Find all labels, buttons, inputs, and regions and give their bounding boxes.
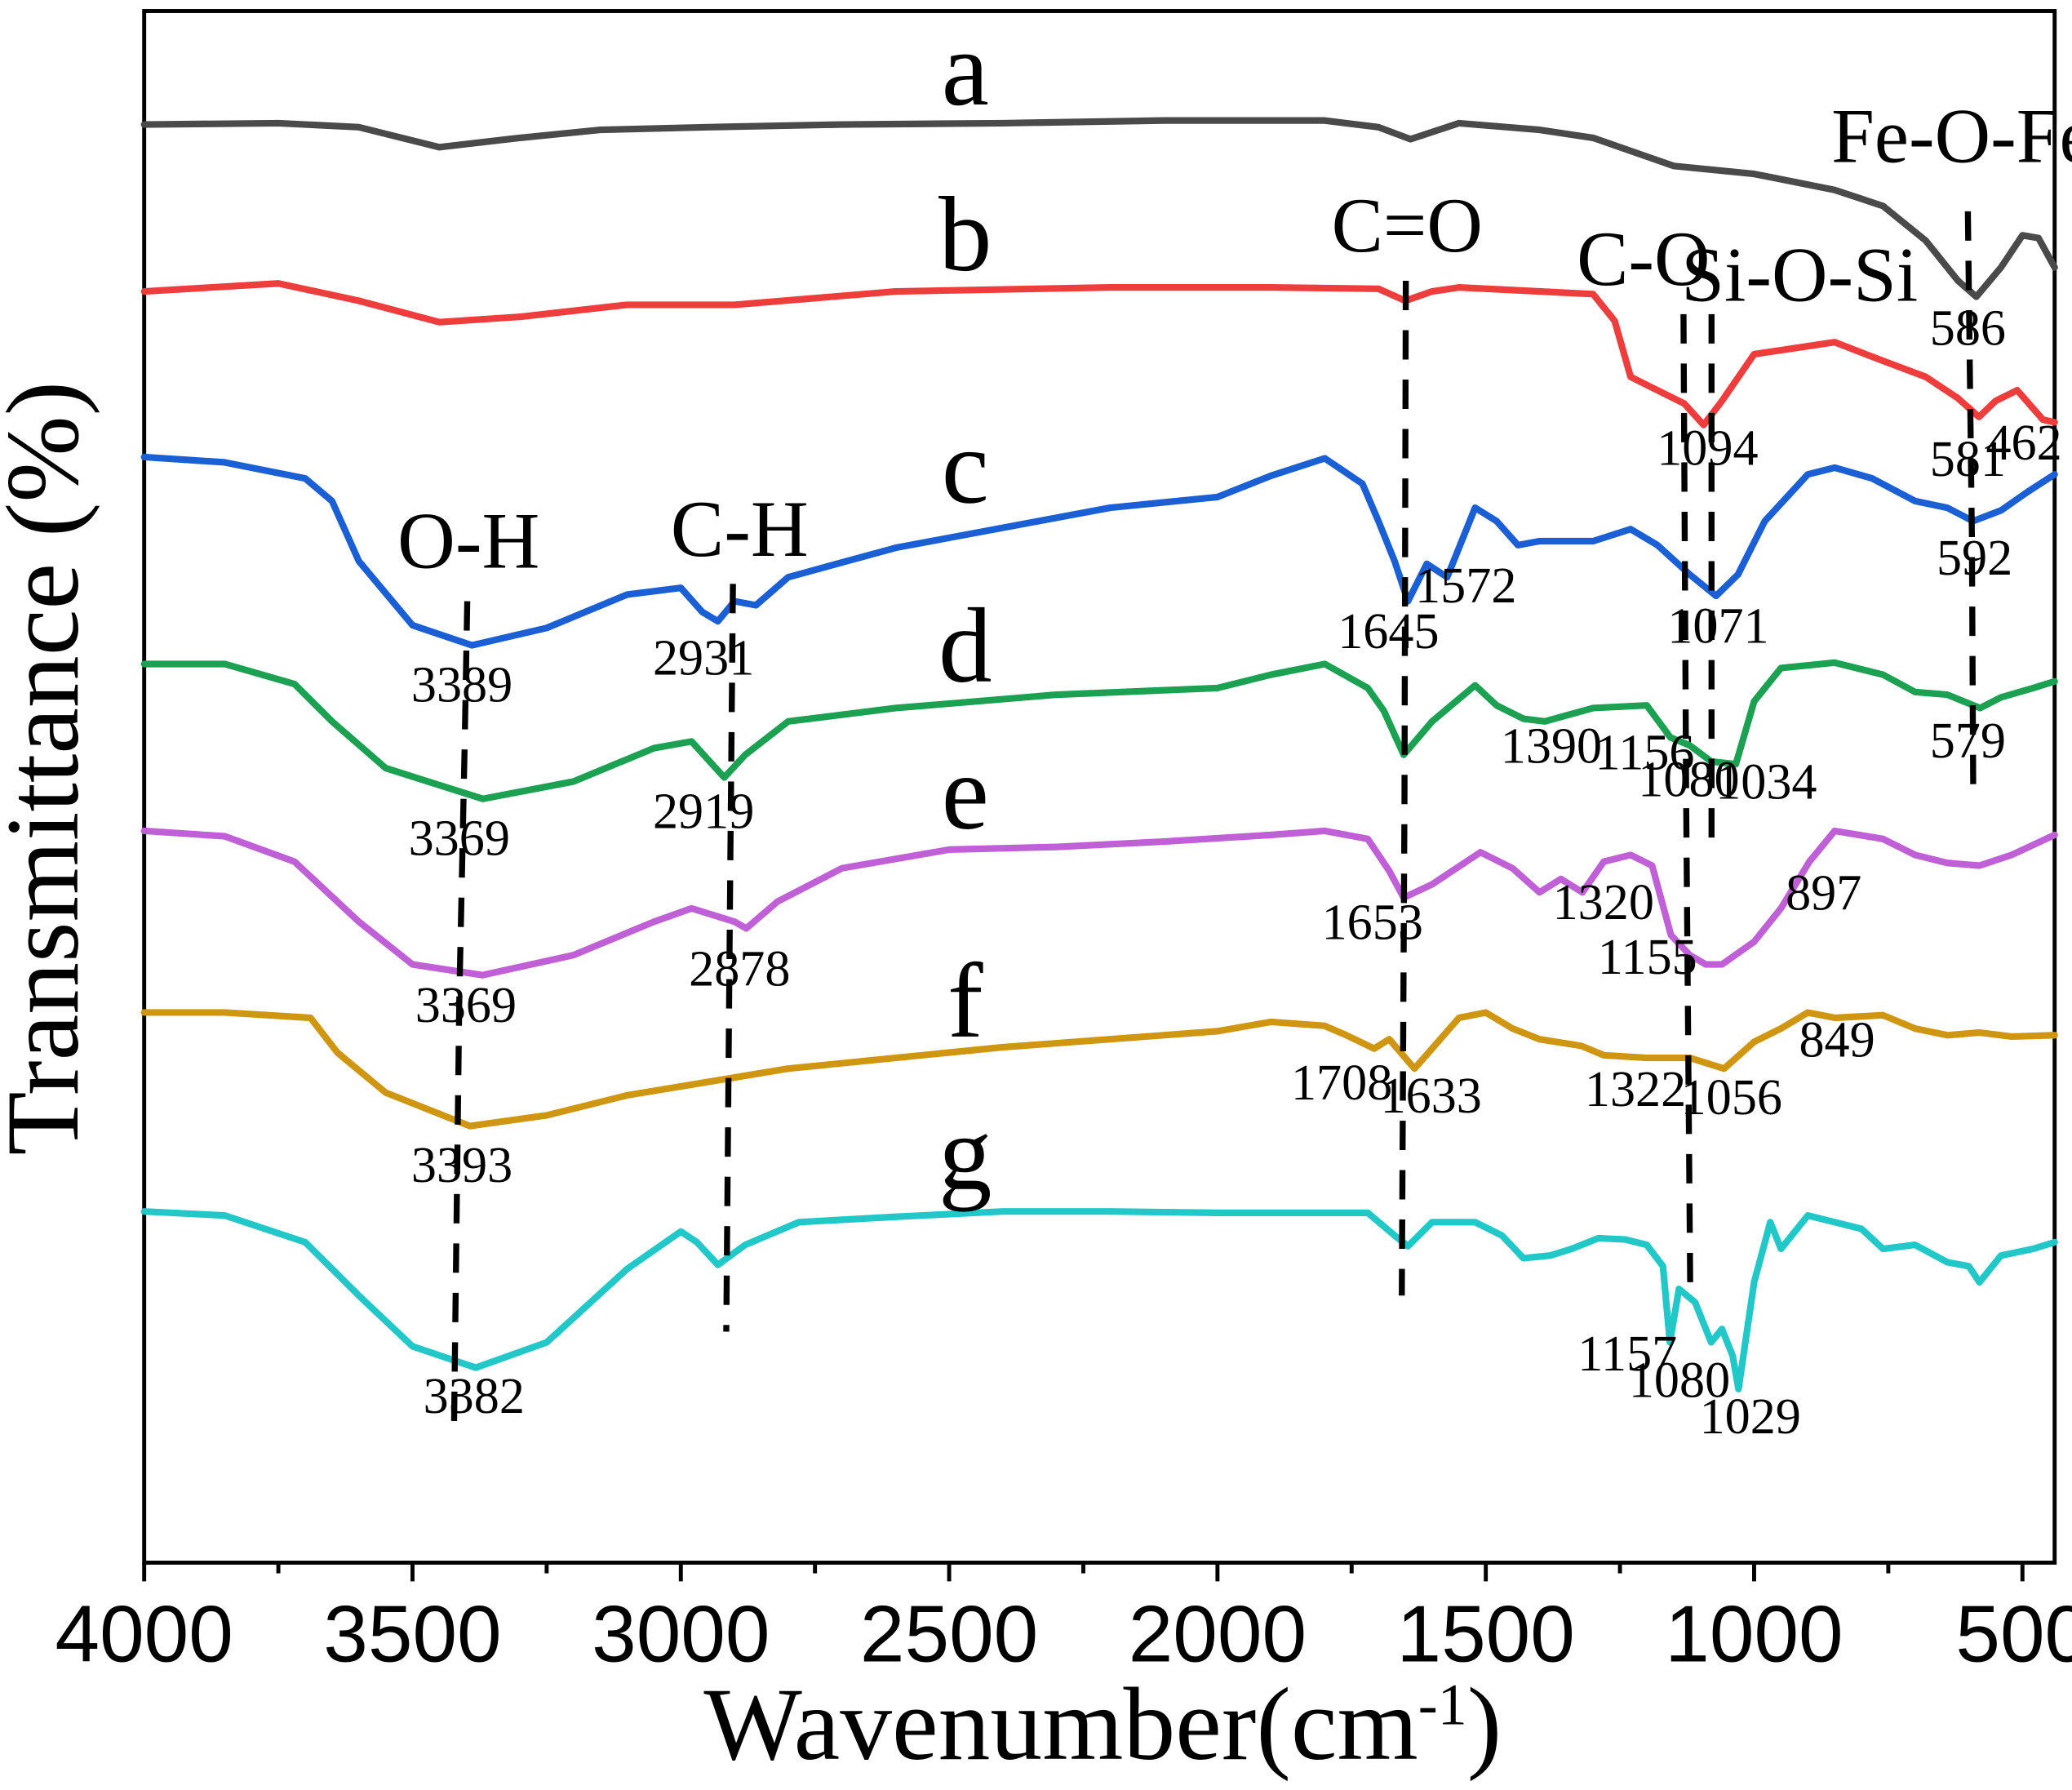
x-tick-label: 2000 xyxy=(1129,1589,1307,1679)
peak-label: 1155 xyxy=(1598,930,1697,985)
y-axis-title: Transmittance (%) xyxy=(0,381,100,1155)
group-label-o-h: O-H xyxy=(397,498,539,586)
series-label-g: g xyxy=(938,1094,992,1212)
peak-label: 579 xyxy=(1930,713,2006,769)
series-label-f: f xyxy=(947,942,983,1060)
peak-label: 592 xyxy=(1937,531,2012,586)
x-tick-label: 3000 xyxy=(592,1589,770,1679)
peak-label: 849 xyxy=(1799,1012,1875,1068)
guide-c-o xyxy=(1680,313,1693,1282)
peak-label: 586 xyxy=(1930,300,2006,356)
peak-label: 1633 xyxy=(1381,1068,1482,1124)
peak-label: 1645 xyxy=(1338,604,1439,660)
peak-label: 3369 xyxy=(415,978,517,1033)
plot-frame xyxy=(142,9,2057,1565)
peak-label: 462 xyxy=(1985,415,2061,471)
peak-label: 1034 xyxy=(1715,755,1817,811)
peak-label: 2878 xyxy=(689,942,790,997)
peak-label: 1320 xyxy=(1553,875,1654,931)
peak-label: 897 xyxy=(1786,865,1861,921)
curves-layer xyxy=(140,117,2058,1392)
peak-label: 1080 xyxy=(1638,752,1739,807)
group-labels: Fe-O-Fe C=O C-O Si-O-Si O-H C-H xyxy=(397,92,2072,585)
guide-oh xyxy=(450,601,471,1437)
x-axis: 4000 3500 3000 2500 2000 1500 1000 500 xyxy=(55,1562,2072,1679)
peak-label: 1056 xyxy=(1681,1070,1782,1126)
group-label-c-double-o: C=O xyxy=(1332,182,1483,269)
series-label-d: d xyxy=(938,587,992,705)
peak-label: 1080 xyxy=(1629,1353,1730,1409)
peak-label: 581 xyxy=(1930,432,2006,487)
guide-lines xyxy=(450,211,1977,1437)
series-letters: a b c d e f g xyxy=(938,10,992,1212)
peak-label: 1653 xyxy=(1322,895,1423,950)
peak-label: 2931 xyxy=(653,631,754,686)
x-tick-label: 2500 xyxy=(860,1589,1038,1679)
peak-label: 3393 xyxy=(411,1138,512,1193)
series-a-line xyxy=(140,117,2058,300)
group-label-c-h: C-H xyxy=(671,486,809,574)
group-label-si-o-si: Si-O-Si xyxy=(1681,232,1918,318)
peak-label: 1156 xyxy=(1595,726,1694,781)
peak-label: 1390 xyxy=(1501,719,1602,775)
series-c-line xyxy=(140,453,2058,649)
x-axis-title: Wavenumber(cm-1) xyxy=(703,1666,1502,1782)
guide-fe-o-fe xyxy=(1964,211,1977,788)
peak-label: 1029 xyxy=(1700,1389,1801,1445)
series-label-b: b xyxy=(938,175,992,294)
guide-co-carbonyl xyxy=(1399,280,1409,1296)
peak-label: 1572 xyxy=(1415,558,1516,614)
peak-labels: 586 1094 581 462 3389 2931 1645 1572 107… xyxy=(409,300,2062,1444)
series-g-line xyxy=(140,1208,2058,1392)
peak-label: 2919 xyxy=(653,784,754,840)
peak-label: 1157 xyxy=(1577,1326,1677,1382)
series-b-line xyxy=(140,280,2058,429)
guide-ch xyxy=(723,584,736,1332)
series-d-line xyxy=(140,659,2058,802)
series-label-a: a xyxy=(942,10,989,128)
peak-label: 1708 xyxy=(1291,1055,1392,1111)
peak-label: 1071 xyxy=(1667,598,1768,654)
x-tick-label: 1500 xyxy=(1397,1589,1575,1679)
peak-label: 3389 xyxy=(411,657,512,713)
x-tick-label: 4000 xyxy=(55,1589,233,1679)
peak-label: 1094 xyxy=(1657,421,1758,477)
series-label-c: c xyxy=(942,408,989,526)
group-label-fe-o-fe: Fe-O-Fe xyxy=(1831,92,2072,179)
x-tick-label: 500 xyxy=(1955,1589,2072,1679)
x-tick-label: 3500 xyxy=(323,1589,501,1679)
x-tick-label: 1000 xyxy=(1665,1589,1843,1679)
peak-label: 1322 xyxy=(1585,1062,1686,1117)
series-e-line xyxy=(140,827,2058,979)
series-label-e: e xyxy=(942,734,989,852)
peak-label: 3382 xyxy=(424,1369,525,1424)
peak-label: 3369 xyxy=(409,811,510,866)
series-f-line xyxy=(140,1009,2058,1130)
group-label-c-o: C-O xyxy=(1577,215,1710,302)
